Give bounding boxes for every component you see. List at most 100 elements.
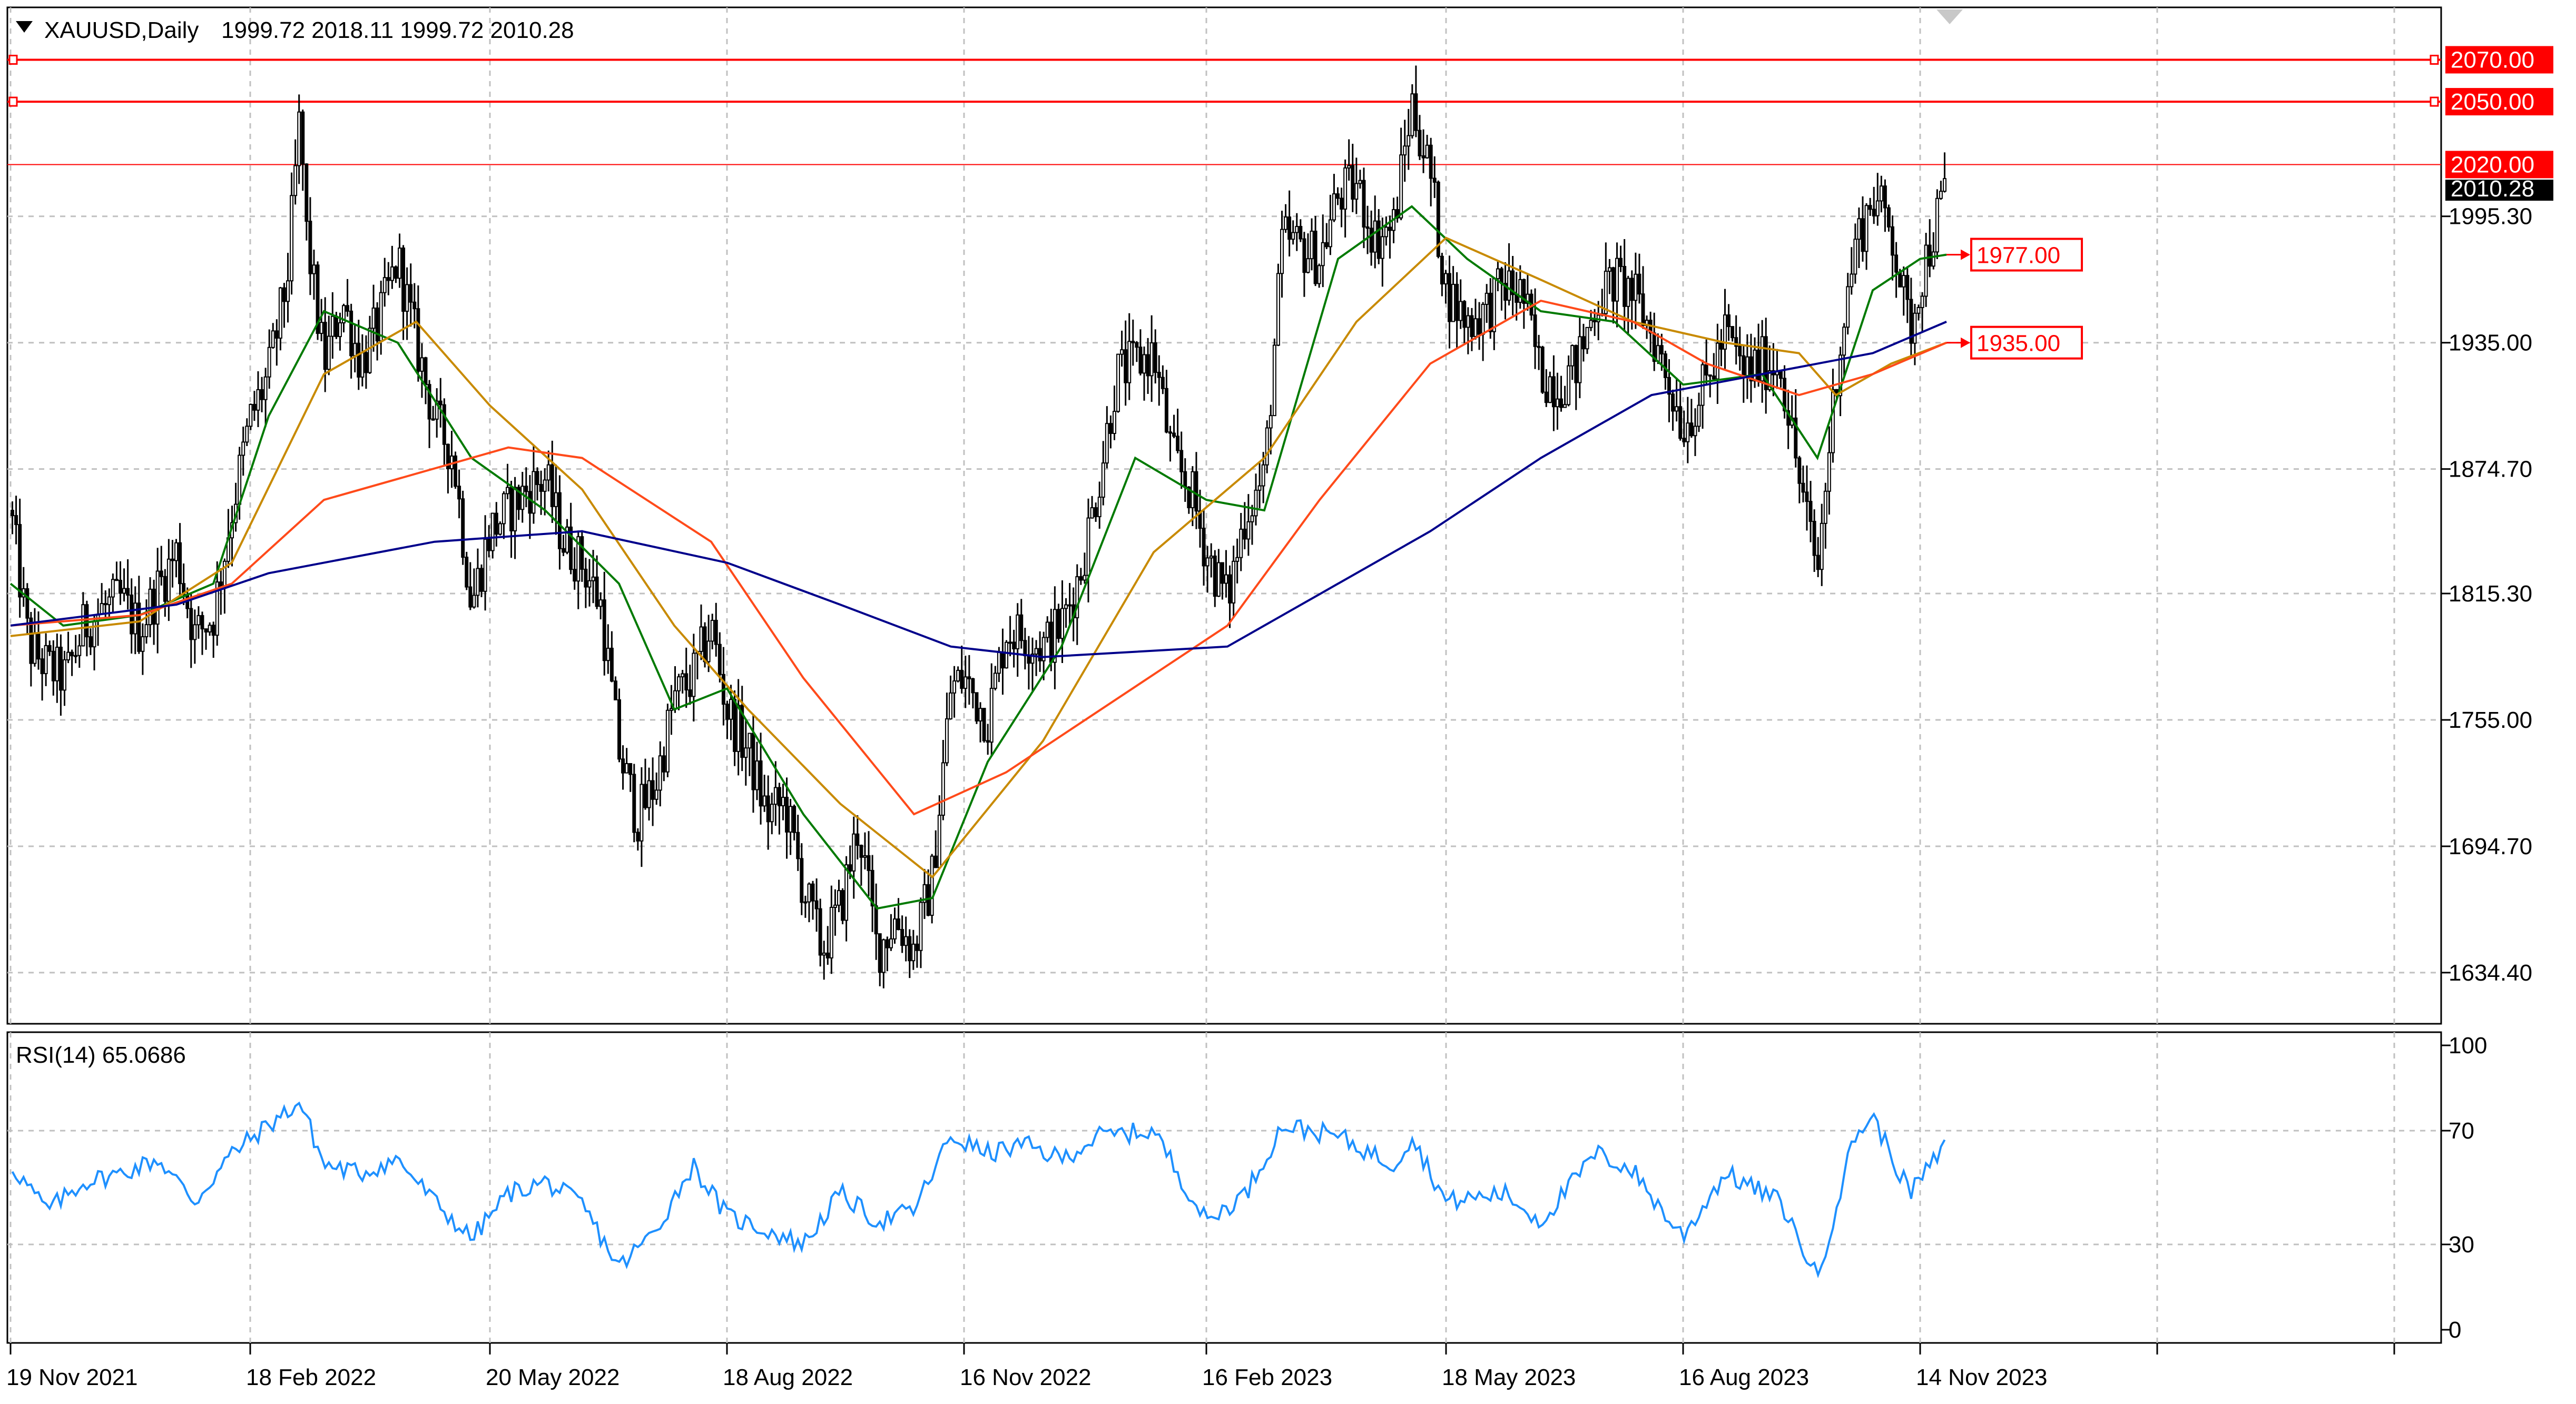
candle xyxy=(245,418,249,446)
candle-body xyxy=(1138,347,1143,374)
candle-body xyxy=(454,455,458,487)
candle-body xyxy=(1786,410,1791,426)
candle xyxy=(457,469,461,519)
rsi-panel[interactable] xyxy=(6,1031,2442,1344)
candle xyxy=(1808,481,1813,542)
candle xyxy=(1284,204,1288,233)
candle-body xyxy=(1257,485,1262,491)
candle xyxy=(669,685,673,735)
candle-body xyxy=(595,576,599,607)
candle-body xyxy=(1246,521,1251,540)
candle xyxy=(1328,194,1332,255)
candle-body xyxy=(1868,205,1872,210)
rsi-tick-label: 0 xyxy=(2449,1317,2461,1343)
candle-body xyxy=(1682,438,1686,442)
candle-body xyxy=(238,454,242,505)
candle-body xyxy=(1924,244,1928,297)
candle xyxy=(55,633,59,703)
level-handle-left xyxy=(8,54,18,65)
candle-body xyxy=(1659,345,1664,355)
candle-body xyxy=(163,576,167,602)
candle xyxy=(800,843,804,915)
candle xyxy=(546,450,550,492)
ma-tag-arrow-icon xyxy=(1961,337,1970,348)
symbol-menu-triangle-icon[interactable] xyxy=(16,21,33,33)
candle xyxy=(785,777,789,859)
candle xyxy=(304,163,309,241)
candle-body xyxy=(1440,255,1444,285)
candle-body xyxy=(975,692,979,721)
candle-body xyxy=(960,669,964,689)
ma-fast-line xyxy=(9,205,1947,910)
candle-body xyxy=(1808,501,1813,522)
candle xyxy=(1045,616,1049,643)
candle xyxy=(1432,156,1437,199)
candle xyxy=(1131,319,1135,366)
candle xyxy=(119,561,122,605)
candle-body xyxy=(204,628,208,632)
candle-body xyxy=(334,315,338,338)
candle-body xyxy=(651,780,655,800)
candle-body xyxy=(1764,336,1768,390)
candle-body xyxy=(949,692,952,720)
candle-body xyxy=(1135,342,1139,348)
scroll-marker-icon[interactable] xyxy=(1936,9,1963,24)
candle-body xyxy=(1611,267,1615,302)
candle xyxy=(1805,465,1809,531)
candle-body xyxy=(986,740,990,743)
candle xyxy=(1931,232,1935,270)
candle xyxy=(1257,461,1262,509)
candle-body xyxy=(170,558,174,561)
candle-body xyxy=(271,330,275,348)
candle xyxy=(1124,320,1128,406)
candle-body xyxy=(1045,621,1049,638)
candle xyxy=(63,650,66,706)
candle xyxy=(1108,415,1113,449)
candle-body xyxy=(1056,609,1060,639)
candle-body xyxy=(1853,239,1857,275)
candle-body xyxy=(1719,342,1723,350)
candle-body xyxy=(1801,482,1805,493)
main-chart-panel[interactable] xyxy=(6,6,2442,1025)
candle xyxy=(1295,213,1299,251)
candle xyxy=(699,604,703,660)
candle xyxy=(1135,341,1139,362)
candle xyxy=(267,329,271,389)
candle xyxy=(211,621,215,658)
candle-body xyxy=(241,441,245,456)
candle xyxy=(1246,494,1251,556)
candle-body xyxy=(301,111,305,165)
candle xyxy=(1574,344,1578,410)
candle xyxy=(740,686,744,772)
candle-body xyxy=(807,883,811,903)
price-label: 1995.30 xyxy=(2449,204,2532,230)
candle xyxy=(1581,323,1586,362)
candle xyxy=(454,451,458,489)
candle-body xyxy=(598,599,603,607)
candle-body xyxy=(609,647,614,682)
candle xyxy=(438,378,443,428)
candle-body xyxy=(1760,336,1764,382)
candle xyxy=(829,885,833,974)
candle xyxy=(789,799,793,855)
candle xyxy=(1846,273,1850,335)
candle-body xyxy=(252,403,257,411)
candle xyxy=(1935,189,1939,260)
candle xyxy=(710,614,714,649)
candle xyxy=(662,746,666,782)
candle-body xyxy=(640,784,644,842)
candle xyxy=(178,523,182,597)
candle-body xyxy=(841,890,845,921)
candle-body xyxy=(1503,283,1507,301)
candle xyxy=(1585,327,1589,354)
candle xyxy=(490,512,495,559)
candle xyxy=(1634,252,1638,329)
candle-body xyxy=(431,418,435,421)
candle xyxy=(398,233,402,288)
candle-body xyxy=(759,760,763,807)
candle xyxy=(714,602,718,657)
candle-body xyxy=(1831,389,1835,453)
candle-body xyxy=(665,709,670,773)
candle xyxy=(762,775,766,812)
